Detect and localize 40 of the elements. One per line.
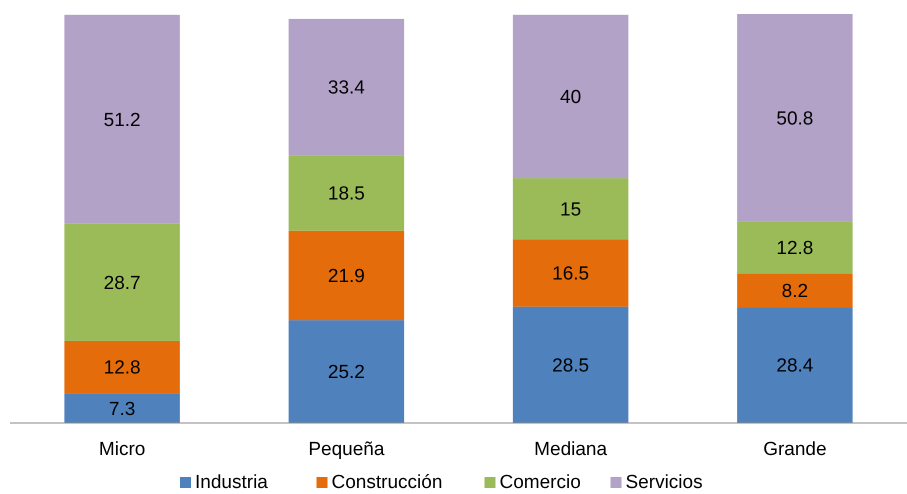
- x-tick-label: Micro: [98, 439, 146, 460]
- bar: [64, 340, 180, 394]
- legend-label: Construcción: [332, 472, 442, 493]
- data-label: 12.8: [776, 238, 814, 260]
- data-label: 21.9: [328, 266, 365, 288]
- bar: [288, 320, 404, 423]
- bar: [512, 178, 628, 240]
- data-label: 33.4: [328, 78, 366, 99]
- bar: [64, 14, 180, 224]
- bar: [737, 307, 853, 423]
- bar: [288, 18, 404, 156]
- bar: [512, 239, 628, 307]
- bar: [737, 221, 853, 274]
- bar: [512, 14, 628, 178]
- bar: [512, 306, 628, 423]
- legend-label: Servicios: [626, 472, 703, 493]
- data-label: 28.5: [552, 355, 590, 376]
- bar: [737, 14, 853, 222]
- data-label: 18.5: [328, 184, 365, 205]
- data-label: 15: [560, 199, 582, 220]
- data-label: 16.5: [552, 264, 590, 285]
- bar: [288, 155, 404, 231]
- data-label: 50.8: [776, 108, 814, 130]
- data-label: 7.3: [108, 398, 136, 420]
- legend-label: Comercio: [500, 472, 581, 493]
- bar: [64, 393, 180, 423]
- data-label: 28.4: [776, 356, 814, 377]
- x-tick-label: Pequeña: [308, 439, 385, 460]
- data-label: 51.2: [104, 110, 141, 131]
- legend-label: Industria: [195, 472, 268, 493]
- data-label: 8.2: [782, 280, 808, 302]
- x-tick-label: Mediana: [534, 439, 608, 460]
- data-label: 28.7: [104, 273, 141, 294]
- bar: [737, 274, 853, 308]
- x-tick-label: Grande: [763, 439, 827, 460]
- bar: [288, 230, 404, 320]
- data-label: 25.2: [328, 362, 365, 384]
- data-label: 40: [560, 87, 582, 108]
- data-label: 12.8: [104, 358, 141, 379]
- bar: [64, 224, 180, 341]
